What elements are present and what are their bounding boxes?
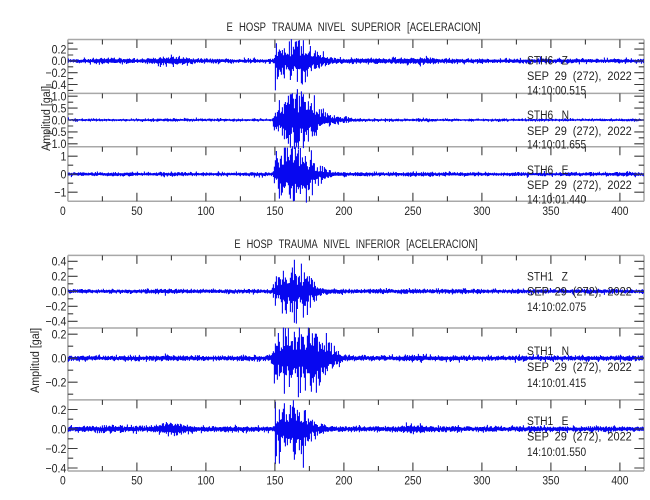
svg-text:150: 150	[266, 475, 283, 488]
svg-text:200: 200	[335, 475, 352, 488]
svg-text:300: 300	[473, 205, 490, 218]
svg-text:STH6 N: STH6 N	[527, 109, 569, 122]
svg-text:400: 400	[611, 475, 628, 488]
svg-text:350: 350	[542, 475, 559, 488]
svg-text:14:10:02.075: 14:10:02.075	[527, 301, 586, 314]
svg-text:E HOSP TRAUMA NIVEL SUPERIOR [: E HOSP TRAUMA NIVEL SUPERIOR [ACELERACIO…	[226, 21, 480, 34]
svg-text:14:10:01.415: 14:10:01.415	[527, 377, 586, 390]
svg-text:−0.2: −0.2	[45, 67, 66, 80]
svg-text:−0.4: −0.4	[45, 316, 67, 329]
svg-text:−0.5: −0.5	[45, 127, 66, 140]
svg-text:0.0: 0.0	[52, 353, 67, 366]
svg-text:−0.2: −0.2	[45, 301, 66, 314]
svg-text:0: 0	[60, 205, 66, 218]
svg-text:100: 100	[197, 205, 214, 218]
svg-text:14:10:00.515: 14:10:00.515	[527, 85, 586, 98]
svg-text:0.2: 0.2	[52, 404, 67, 417]
svg-text:−0.2: −0.2	[45, 443, 66, 456]
svg-text:SEP 29 (272), 2022: SEP 29 (272), 2022	[527, 125, 632, 139]
svg-text:0.4: 0.4	[52, 256, 67, 269]
svg-text:−0.4: −0.4	[45, 79, 67, 92]
svg-text:350: 350	[542, 205, 559, 218]
svg-text:0.2: 0.2	[52, 329, 67, 342]
svg-text:STH1 N: STH1 N	[527, 345, 569, 358]
svg-text:0: 0	[60, 475, 66, 488]
svg-text:1.0: 1.0	[52, 91, 67, 104]
svg-text:0.0: 0.0	[52, 424, 67, 437]
svg-text:STH1 Z: STH1 Z	[527, 271, 568, 284]
svg-text:100: 100	[197, 475, 214, 488]
svg-text:250: 250	[404, 475, 421, 488]
svg-text:14:10:01.440: 14:10:01.440	[527, 194, 586, 207]
svg-text:STH6 Z: STH6 Z	[527, 55, 568, 68]
svg-text:SEP 29 (272), 2022: SEP 29 (272), 2022	[527, 285, 632, 299]
svg-text:14:10:01.655: 14:10:01.655	[527, 139, 586, 152]
svg-text:0: 0	[60, 169, 66, 182]
svg-text:0.0: 0.0	[52, 286, 67, 299]
svg-text:14:10:01.550: 14:10:01.550	[527, 446, 586, 459]
svg-text:SEP 29 (272), 2022: SEP 29 (272), 2022	[527, 179, 632, 193]
svg-text:STH1 E: STH1 E	[527, 415, 569, 428]
svg-text:0.0: 0.0	[52, 115, 67, 128]
svg-text:Amplitud [gal]: Amplitud [gal]	[40, 86, 53, 151]
svg-text:SEP 29 (272), 2022: SEP 29 (272), 2022	[527, 430, 632, 444]
svg-text:50: 50	[131, 475, 142, 488]
svg-text:150: 150	[266, 205, 283, 218]
svg-text:0.2: 0.2	[52, 44, 67, 57]
svg-text:50: 50	[131, 205, 142, 218]
svg-text:200: 200	[335, 205, 352, 218]
svg-text:0.0: 0.0	[52, 56, 67, 69]
svg-text:400: 400	[611, 205, 628, 218]
svg-text:0.5: 0.5	[52, 103, 67, 116]
svg-text:STH6 E: STH6 E	[527, 164, 569, 177]
svg-text:250: 250	[404, 205, 421, 218]
svg-text:1: 1	[60, 151, 66, 164]
svg-text:−1: −1	[54, 187, 66, 200]
svg-text:−0.2: −0.2	[45, 377, 66, 390]
svg-text:SEP 29 (272), 2022: SEP 29 (272), 2022	[527, 69, 632, 83]
svg-text:−1.0: −1.0	[45, 138, 66, 151]
svg-text:−0.4: −0.4	[45, 463, 67, 476]
svg-text:300: 300	[473, 475, 490, 488]
svg-text:E HOSP TRAUMA NIVEL INFERIOR [: E HOSP TRAUMA NIVEL INFERIOR [ACELERACIO…	[234, 238, 477, 252]
svg-text:Amplitud [gal]: Amplitud [gal]	[29, 328, 42, 393]
svg-text:0.2: 0.2	[52, 271, 67, 284]
svg-text:SEP 29 (272), 2022: SEP 29 (272), 2022	[527, 361, 632, 375]
